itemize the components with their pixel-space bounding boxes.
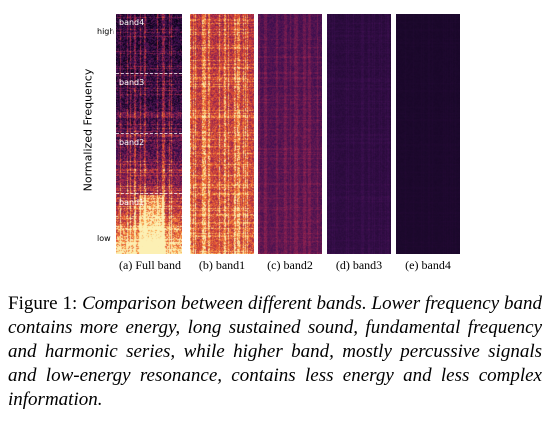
- figure-caption-label: Figure 1:: [8, 293, 78, 314]
- subcaption-band1: (b) band1: [198, 258, 246, 272]
- spectrogram-full-band: [116, 14, 182, 254]
- band-marker-band3: band3: [119, 78, 145, 87]
- spectrogram-band3: [327, 14, 391, 254]
- subcaption-band3: (d) band3: [335, 258, 383, 272]
- band-divider: [116, 133, 182, 134]
- figure-caption-text: Comparison between different bands. Lowe…: [8, 293, 543, 410]
- subcaption-band2: (c) band2: [267, 258, 313, 272]
- spectrogram-band1: [190, 14, 254, 254]
- y-axis-label: Normalized Frequency: [81, 68, 95, 192]
- spectrogram-band4: [396, 14, 460, 254]
- panel-band3: [327, 14, 391, 254]
- band-divider: [116, 73, 182, 74]
- panel-band2: [258, 14, 322, 254]
- panel-full-band: band4 band3 band2 band1: [116, 14, 182, 254]
- band-marker-band1: band1: [119, 198, 145, 207]
- band-marker-band4: band4: [119, 18, 145, 27]
- panel-band4: [396, 14, 460, 254]
- spectrogram-figure: Normalized Frequency high low band4 band…: [81, 14, 460, 272]
- figure-caption: Figure 1: Comparison between different b…: [8, 292, 542, 412]
- spectrogram-band2: [258, 14, 322, 254]
- tick-high-label: high: [97, 27, 115, 36]
- panel-band1: [190, 14, 254, 254]
- tick-low-label: low: [97, 234, 111, 243]
- subcaption-full-band: (a) Full band: [119, 258, 181, 272]
- band-divider: [116, 193, 182, 194]
- subcaption-band4: (e) band4: [405, 258, 451, 272]
- band-marker-band2: band2: [119, 138, 145, 147]
- frequency-axis-arrow: [110, 14, 116, 254]
